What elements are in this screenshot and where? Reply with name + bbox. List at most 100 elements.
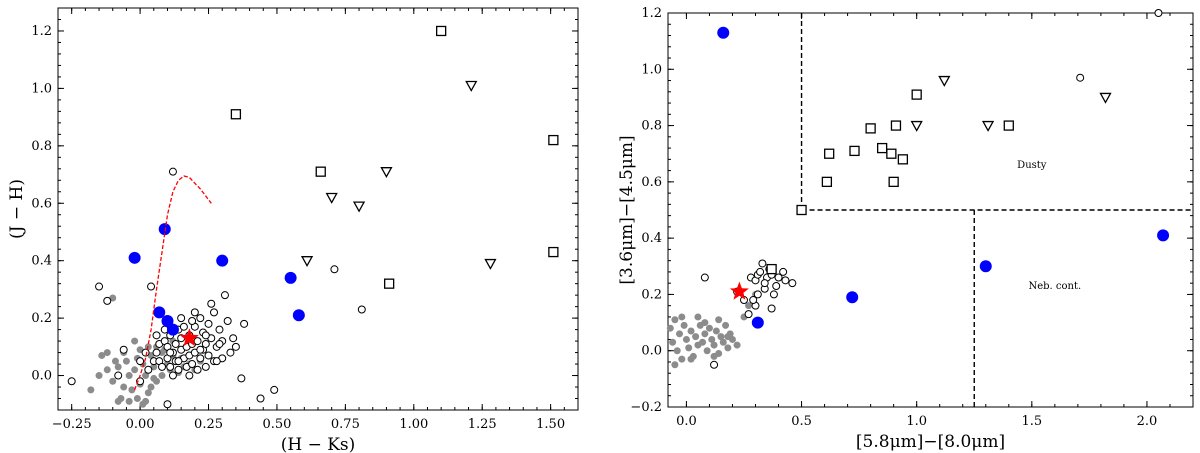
blue-point — [1157, 229, 1170, 242]
red-star-point — [729, 281, 749, 300]
open-circle-point — [779, 267, 788, 276]
blue-point — [979, 260, 992, 273]
open-circle-point — [174, 365, 183, 374]
open-circle-point — [215, 325, 224, 334]
open-triangle-point — [981, 120, 995, 132]
right-panel-irac-color-diagram: 0.0 0.5 1.0 1.5 2.0 −0.2 0.0 0.2 0.4 0.6 0.8 1.0 1.2… — [617, 6, 1194, 452]
gray-point — [682, 335, 690, 343]
gray-point — [128, 386, 136, 394]
open-square-point — [548, 134, 559, 146]
open-circle-point — [756, 267, 765, 276]
gray-point — [687, 355, 695, 363]
gray-point — [701, 319, 709, 327]
open-circle-point — [144, 365, 153, 374]
open-circle-point — [210, 308, 218, 317]
gray-point — [685, 344, 693, 352]
open-circle-point — [772, 281, 781, 290]
gray-point — [158, 372, 166, 380]
open-circle-point — [749, 296, 758, 305]
open-circle-point — [168, 371, 177, 380]
open-circle-point — [166, 348, 175, 357]
gray-point — [131, 366, 139, 374]
open-circle-point — [201, 339, 210, 348]
gray-point — [678, 313, 686, 321]
x-tick-label: 2.0 — [1137, 414, 1158, 429]
blue-point — [751, 316, 764, 329]
open-square-point — [548, 246, 559, 258]
open-circle-point — [357, 305, 366, 314]
open-circle-point — [1076, 73, 1085, 82]
open-circle-point — [256, 394, 265, 403]
x-tick-label: −0.25 — [52, 417, 92, 432]
open-triangle-point — [465, 80, 478, 92]
gray-point — [680, 321, 688, 329]
open-triangle-point — [325, 192, 338, 204]
open-circle-point — [700, 273, 709, 282]
gray-point — [694, 313, 702, 321]
open-circle-point — [744, 310, 753, 319]
open-circle-point — [67, 377, 76, 386]
x-tick-label: 1.50 — [536, 417, 565, 432]
gray-point — [745, 302, 753, 310]
gray-point — [114, 397, 122, 405]
open-circle-point — [231, 342, 240, 351]
open-circle-point — [158, 362, 166, 371]
open-circle-point — [177, 314, 186, 323]
open-circle-point — [220, 291, 229, 300]
open-circle-point — [204, 351, 213, 360]
open-circle-point — [207, 299, 216, 308]
open-circle-point — [226, 348, 235, 357]
y-tick-label: 1.0 — [31, 81, 52, 96]
region-annotation: Dusty — [1017, 160, 1047, 171]
blue-point — [846, 291, 859, 304]
open-triangle-point — [484, 258, 497, 270]
open-circle-point — [174, 357, 183, 366]
gray-point — [98, 351, 106, 359]
open-circle-point — [163, 400, 172, 409]
open-circle-point — [330, 265, 339, 274]
open-square-point — [315, 166, 326, 177]
gray-point — [673, 347, 681, 355]
y-tick-label: 1.2 — [641, 6, 662, 21]
open-circle-point — [758, 259, 767, 268]
open-circle-point — [767, 304, 776, 313]
open-circle-point — [166, 362, 175, 371]
gray-point — [717, 333, 725, 341]
region-annotation: Neb. cont. — [1028, 281, 1081, 292]
y-axis-label: [3.6μm]−[4.5μm] — [617, 135, 637, 284]
y-tick-label: 0.8 — [641, 119, 662, 134]
y-tick-label: 0.8 — [31, 139, 52, 154]
y-tick-label: 0.0 — [641, 344, 662, 359]
y-tick-label: 0.6 — [31, 196, 52, 211]
open-square-point — [384, 278, 395, 289]
left-panel-color-color-diagram: −0.25 0.00 0.25 0.50 0.75 1.00 1.25 1.50 0.0 0.2 0… — [7, 7, 579, 453]
gray-point — [125, 397, 133, 405]
open-square-point — [230, 109, 242, 120]
gray-point — [722, 321, 730, 329]
gray-point — [158, 349, 166, 357]
gray-point — [103, 366, 111, 374]
open-circle-point — [212, 357, 221, 366]
open-circle-point — [136, 357, 145, 366]
open-square-point — [849, 145, 860, 157]
x-tick-label: 0.00 — [126, 417, 155, 432]
x-tick-label: 1.25 — [468, 417, 497, 432]
x-tick-label: 0.5 — [791, 414, 812, 429]
open-circle-point — [270, 385, 279, 394]
open-circle-point — [196, 345, 205, 354]
open-circle-point — [136, 377, 145, 386]
gray-point — [710, 341, 718, 349]
open-circle-point — [188, 360, 197, 369]
y-axis-label: (J − H) — [7, 179, 27, 239]
gray-point — [678, 355, 686, 363]
gray-point — [699, 338, 707, 346]
open-triangle-point — [352, 201, 366, 213]
open-circle-point — [1154, 9, 1163, 17]
open-circle-point — [204, 319, 213, 328]
blue-point — [128, 251, 141, 264]
blue-point — [284, 271, 297, 284]
blue-point — [153, 306, 166, 319]
x-tick-label: 0.75 — [331, 417, 360, 432]
gray-point — [120, 383, 128, 391]
